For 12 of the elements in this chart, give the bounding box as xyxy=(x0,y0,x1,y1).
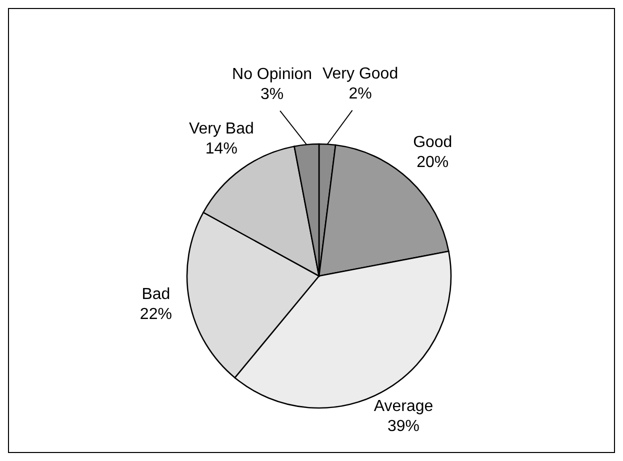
data-label: 39% xyxy=(387,418,420,435)
slice-label: Good xyxy=(413,134,452,151)
slice-label: Average xyxy=(374,398,434,415)
slice-label: No Opinion xyxy=(232,66,312,83)
data-label: 22% xyxy=(140,306,172,324)
slice-label: Very Bad xyxy=(188,120,254,138)
data-label: 14% xyxy=(205,140,238,158)
data-label: 2% xyxy=(348,85,372,102)
data-label: 3% xyxy=(260,86,284,103)
data-label: 20% xyxy=(416,154,449,171)
slice-label: Bad xyxy=(142,286,170,304)
slice-label: Very Good xyxy=(322,65,398,82)
